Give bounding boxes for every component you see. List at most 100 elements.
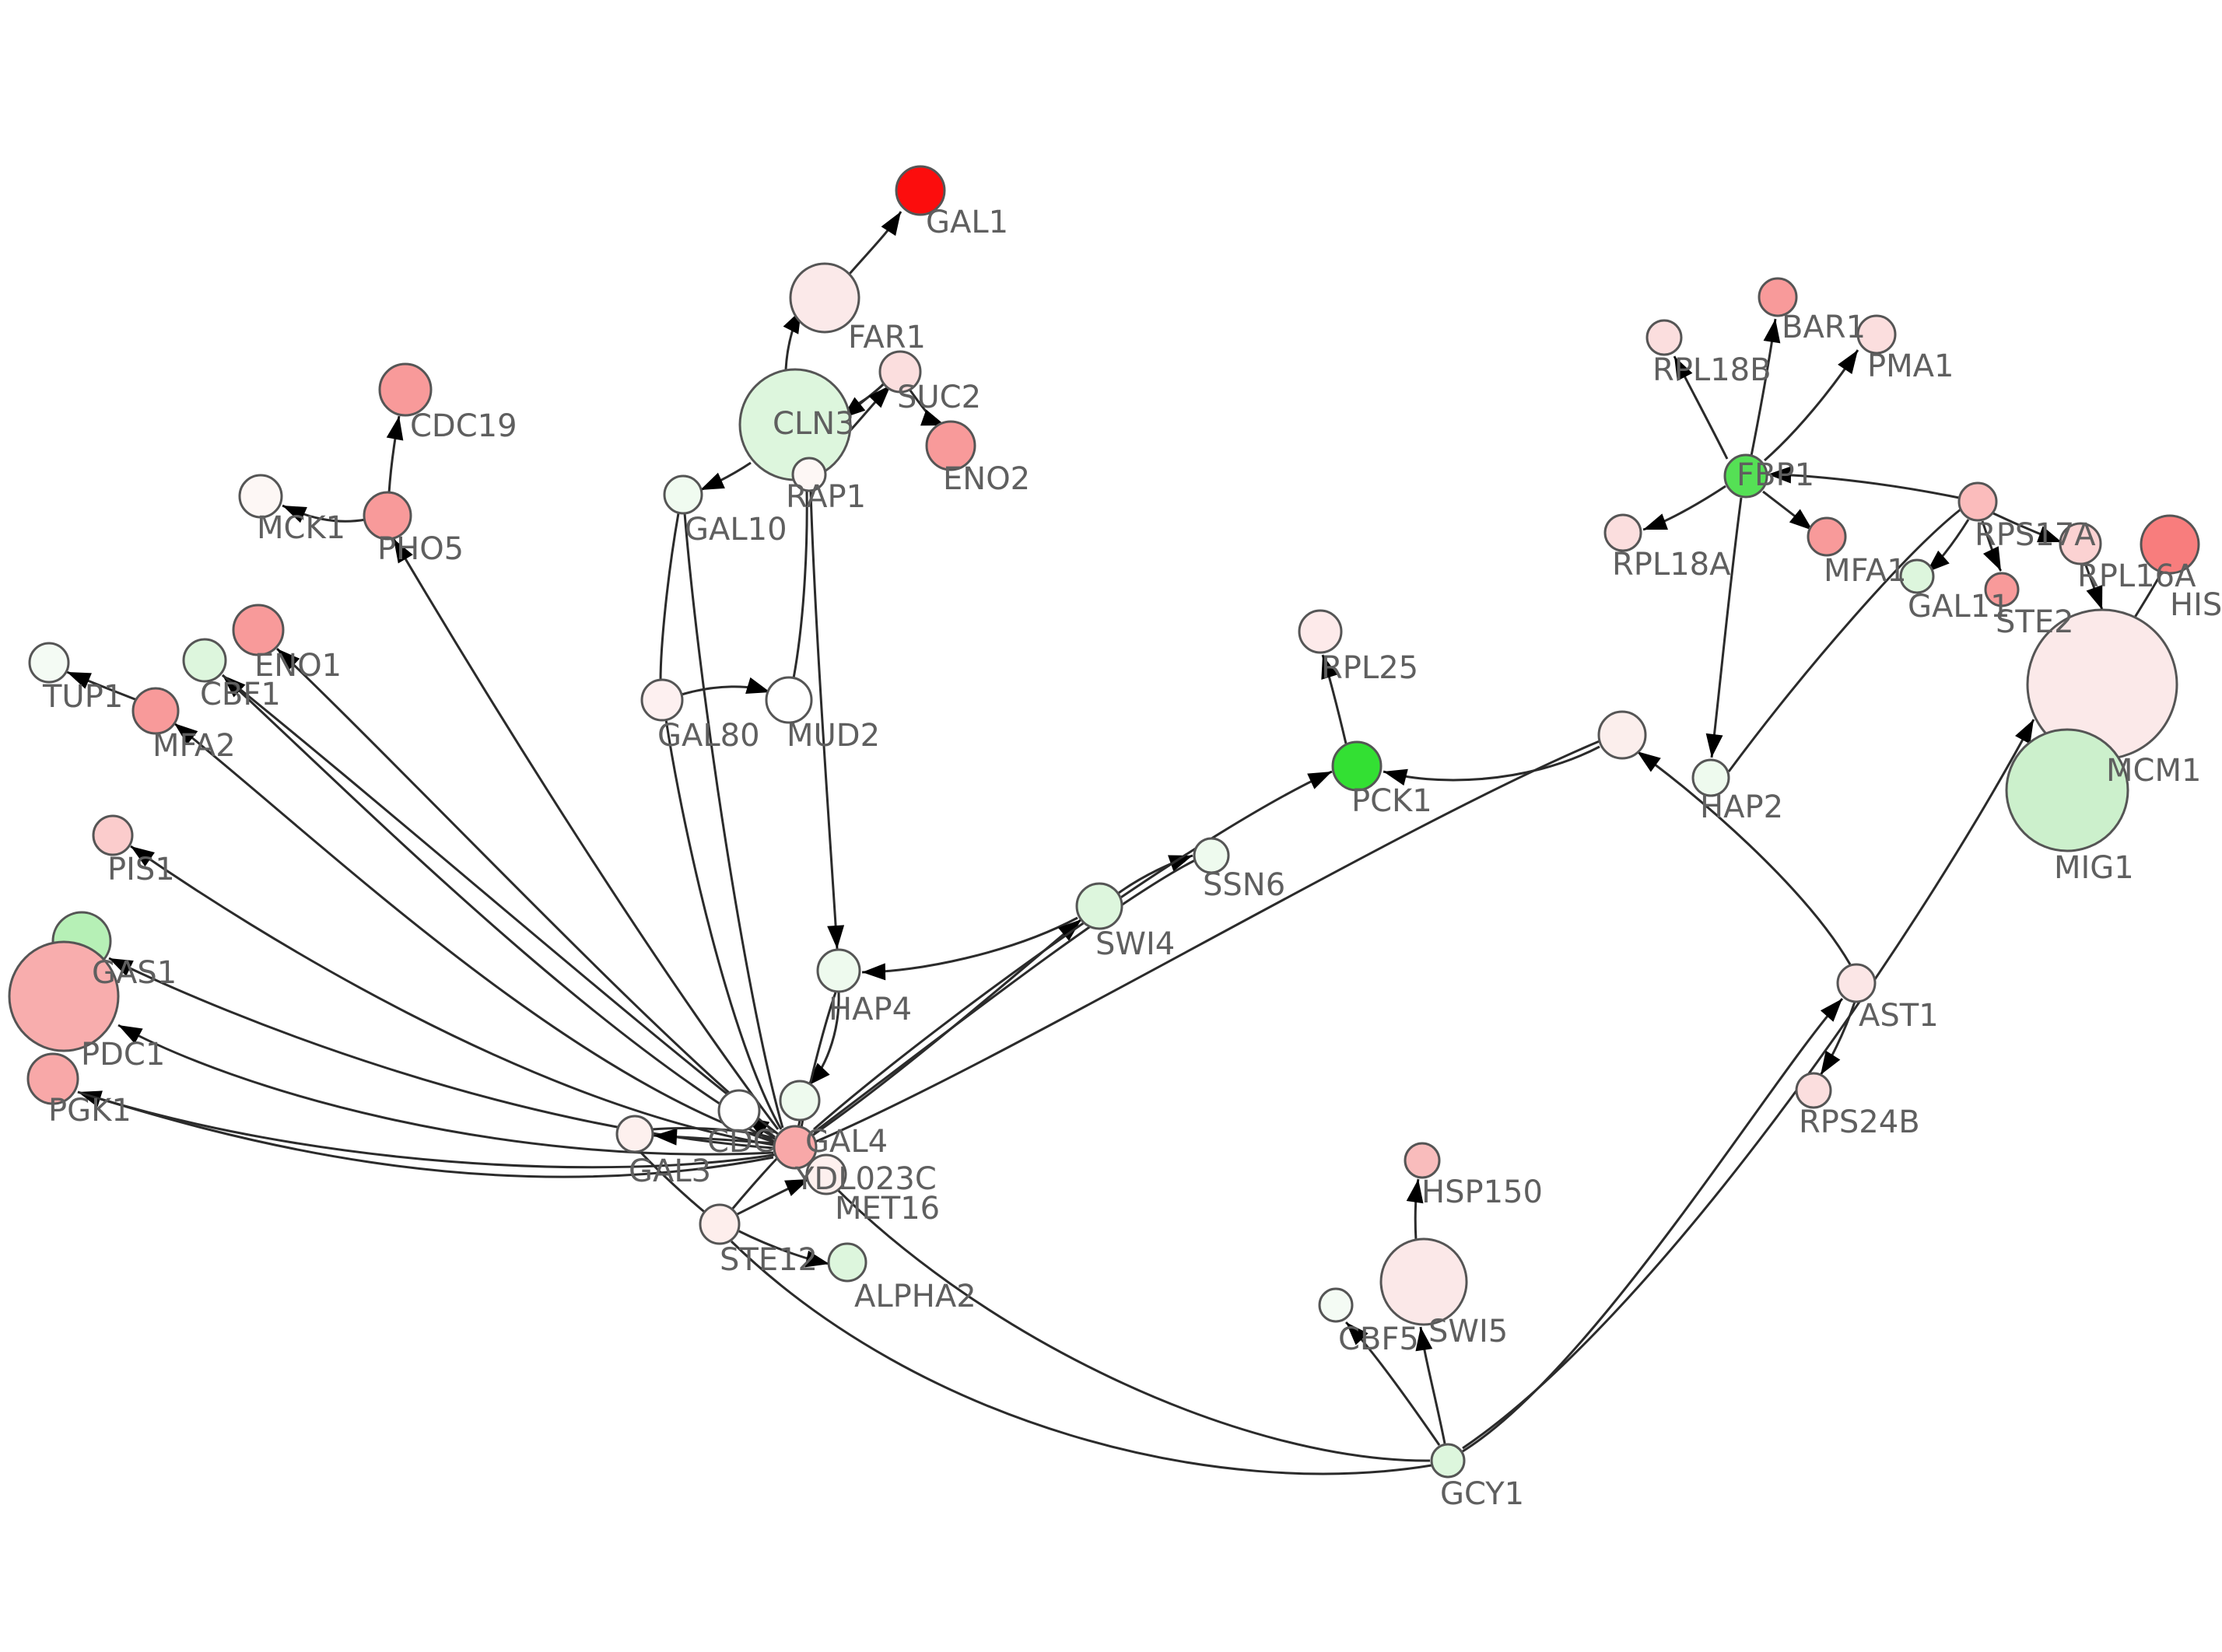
node-label-mfa2: MFA2: [152, 728, 236, 764]
node-hap4[interactable]: [816, 948, 861, 993]
node-hsp150[interactable]: [1404, 1142, 1441, 1179]
node-hap2[interactable]: [1691, 758, 1730, 797]
edge-gal4-to-pho5: [392, 538, 780, 1130]
node-gal11[interactable]: [1899, 558, 1935, 594]
node-label-pck1: PCK1: [1351, 783, 1432, 819]
node-label-pis1: PIS1: [107, 852, 175, 887]
node-ssn6[interactable]: [1193, 837, 1230, 874]
arrowhead-pma1: [1838, 350, 1858, 375]
node-rpl25[interactable]: [1298, 609, 1343, 654]
node-mfa1[interactable]: [1807, 516, 1847, 557]
node-cdc19[interactable]: [378, 362, 433, 417]
node-rpl18b[interactable]: [1645, 319, 1683, 356]
node-gal4[interactable]: [773, 1125, 818, 1170]
node-label-rps17a: RPS17A: [1975, 517, 2096, 553]
node-cbf5[interactable]: [1318, 1287, 1354, 1323]
node-label-pho5: PHO5: [377, 531, 464, 567]
node-label-mig1: MIG1: [2054, 850, 2134, 886]
arrowhead-unlabeled_a: [1637, 751, 1661, 772]
node-eno2[interactable]: [925, 420, 976, 471]
node-gal3[interactable]: [615, 1115, 654, 1153]
node-label-hsp150: HSP150: [1421, 1174, 1543, 1210]
node-far1[interactable]: [789, 262, 860, 334]
arrowhead-hsp150: [1406, 1179, 1424, 1204]
arrowhead-fbp1: [1768, 466, 1792, 484]
node-bar1[interactable]: [1758, 277, 1798, 317]
edge-gal4-to-pdc1: [117, 1024, 774, 1156]
arrowhead-hap2: [1705, 733, 1723, 758]
node-rpl18a[interactable]: [1603, 513, 1642, 552]
node-gal10[interactable]: [663, 474, 703, 515]
node-label-pdc1: PDC1: [81, 1037, 165, 1073]
node-pma1[interactable]: [1856, 314, 1897, 355]
node-rpl16a[interactable]: [2059, 522, 2102, 565]
node-gal1[interactable]: [895, 165, 946, 216]
node-mck1[interactable]: [238, 474, 283, 519]
node-label-cbf1: CBF1: [200, 677, 281, 712]
node-gal80[interactable]: [640, 678, 684, 722]
node-eno1[interactable]: [232, 604, 285, 656]
node-swi4[interactable]: [1075, 882, 1123, 930]
arrowhead-tup1: [67, 672, 92, 689]
arrowhead-cdc19: [386, 416, 404, 441]
arrowhead-rps24b: [1821, 1050, 1841, 1075]
node-mfa2[interactable]: [131, 687, 180, 735]
arrowhead-hap4: [862, 963, 886, 981]
node-met16[interactable]: [717, 1089, 761, 1132]
nodes-layer: [8, 165, 2200, 1479]
node-tup1[interactable]: [28, 642, 70, 684]
node-alpha2[interactable]: [827, 1242, 867, 1283]
arrowhead-pho5: [394, 539, 413, 564]
arrowhead-eno1: [277, 649, 300, 671]
node-label-gal11: GAL11: [1908, 589, 2010, 625]
node-pis1[interactable]: [92, 814, 134, 856]
edge-gal80-to-gal4: [664, 719, 783, 1130]
arrowhead-rpl16a: [2037, 526, 2062, 543]
node-ast1[interactable]: [1836, 963, 1877, 1003]
arrowhead-mfa1: [1789, 509, 1813, 530]
node-label-gal4: GAL4: [805, 1124, 888, 1160]
node-ydl023c[interactable]: [805, 1153, 847, 1195]
node-pho5[interactable]: [363, 491, 412, 541]
edge-gal4-to-cbf1: [221, 674, 775, 1139]
node-swi5[interactable]: [1379, 1237, 1468, 1326]
node-label-rpl16a: RPL16A: [2077, 558, 2196, 594]
arrowhead-cbf5: [1346, 1322, 1369, 1346]
arrowhead-ydl023c: [784, 1179, 809, 1196]
node-label-ste12: STE12: [720, 1242, 818, 1278]
edge-mud2-to-rap1: [792, 491, 808, 679]
node-gcy1[interactable]: [1430, 1443, 1466, 1479]
node-mig1[interactable]: [2005, 728, 2129, 852]
node-pgk1[interactable]: [26, 1052, 79, 1105]
node-rps17a[interactable]: [1957, 481, 1998, 522]
arrowhead-pdc1: [118, 1025, 143, 1044]
edge-gal4-to-gcy1: [811, 1162, 1431, 1462]
node-mud2[interactable]: [765, 676, 813, 724]
node-pdc1[interactable]: [8, 940, 120, 1052]
node-label-mck1: MCK1: [257, 510, 345, 546]
edge-gal4-to-gas1: [108, 957, 774, 1150]
node-rap1[interactable]: [791, 457, 827, 492]
node-label-bar1: BAR1: [1782, 310, 1866, 345]
node-unlabeled_a[interactable]: [1597, 710, 1647, 760]
arrowhead-hap4: [827, 925, 845, 949]
node-ste12[interactable]: [699, 1203, 741, 1245]
arrowhead-mud2: [745, 677, 770, 694]
node-label-gal1: GAL1: [926, 205, 1008, 240]
node-ste2[interactable]: [1984, 572, 2020, 607]
node-pck1[interactable]: [1331, 740, 1383, 792]
node-label-rap1: RAP1: [786, 479, 866, 515]
node-label-ssn6: SSN6: [1203, 867, 1285, 903]
edge-gal4-to-pis1: [130, 845, 774, 1146]
node-cdc39[interactable]: [779, 1080, 821, 1122]
node-fbp1[interactable]: [1723, 453, 1768, 499]
node-suc2[interactable]: [878, 350, 922, 394]
node-cbf1[interactable]: [182, 638, 227, 683]
node-label-gal10: GAL10: [685, 512, 787, 548]
arrowhead-eno2: [920, 409, 945, 426]
arrowhead-mcm1: [2086, 585, 2103, 610]
node-his4[interactable]: [2140, 514, 2200, 575]
node-rps24b[interactable]: [1795, 1072, 1832, 1109]
arrowhead-pck1: [1307, 772, 1332, 789]
